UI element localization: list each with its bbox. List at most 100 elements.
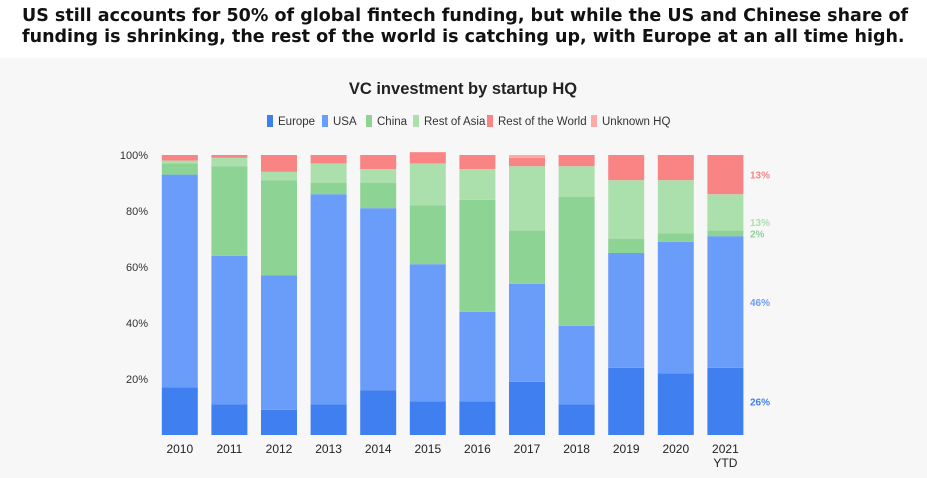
y-tick-label: 100% [120,150,148,162]
bar-segment-europe [608,367,645,435]
legend-label-china: China [377,116,408,128]
legend-label-usa: USA [333,116,357,128]
bar-segment-europe [657,373,694,435]
bar-segment-rest-of-asia [459,169,496,200]
bar-segment-europe [310,404,347,435]
bar-segment-usa [211,255,248,405]
bar-segment-europe [211,404,248,435]
bar-segment-china [211,166,248,256]
bar-segment-rest-of-asia [558,166,595,197]
bar-segment-europe [409,401,446,435]
bar-segment-usa [509,283,545,382]
bar-segment-usa [707,236,744,368]
bar-segment-rest-of-asia [409,163,446,206]
legend-swatch-europe [267,115,273,127]
x-tick-label: 2011 [216,442,242,456]
bar-segment-europe [558,404,595,435]
headline: US still accounts for 50% of global fint… [22,6,909,47]
y-axis: 20% 40% 60% 80% 100% [120,150,148,386]
x-tick-label: 2018 [563,442,590,456]
bar-segment-europe [161,387,198,435]
y-tick-label: 40% [126,318,148,330]
x-tick-label: 2010 [166,442,193,456]
chart-title: VC investment by startup HQ [349,80,577,98]
bar-segment-china [657,233,694,242]
x-tick-label: 2017 [514,442,541,456]
x-tick-label: 2016 [464,442,491,456]
bar-segment-usa [459,311,496,402]
bar-segment-rest-of-the-world [261,155,297,172]
annotation-rest-of-asia: 13% [750,218,770,229]
y-tick-label: 60% [126,262,148,274]
annotation-europe: 26% [750,397,770,408]
bar-segment-rest-of-asia [211,157,248,167]
chart-panel: VC investment by startup HQ Europe USA Chi… [0,58,927,478]
legend-label-unknown-hq: Unknown HQ [602,116,670,128]
bar-segment-rest-of-the-world [161,155,198,161]
bar-segment-rest-of-the-world [310,155,347,164]
legend-swatch-rest-of-asia [413,115,419,127]
bar-segment-usa [360,208,397,391]
x-tick-label: 2020 [662,442,689,456]
bar-segment-rest-of-the-world [509,157,545,167]
bar-segment-europe [707,367,744,435]
bar-segment-china [261,180,297,276]
annotation-usa: 46% [750,298,770,309]
x-tick-label: 2014 [365,442,392,456]
bar-segment-rest-of-asia [608,180,645,239]
bar-segment-china [608,239,645,253]
legend-swatch-unknown-hq [591,115,597,127]
bar-segment-rest-of-the-world [558,155,595,167]
bar-segment-china [310,183,347,195]
bar-segment-usa [657,241,694,374]
legend-swatch-rest-of-the-world [487,115,493,127]
bar-segment-china [558,197,595,326]
bar-segment-rest-of-the-world [459,155,496,169]
annotation-rest-of-the-world: 13% [750,171,770,182]
bar-segment-usa [261,275,297,410]
bar-segment-europe [459,401,496,435]
bar-segment-china [707,230,744,237]
y-tick-label: 80% [126,206,148,218]
bar-segment-usa [310,194,347,405]
bar-segment-rest-of-asia [261,171,297,181]
bar-segment-rest-of-asia [509,166,545,231]
x-axis: 2010 2011 2012 2013 2014 2015 2016 2017 2018 2019… [166,442,739,470]
x-tick-label: 2019 [613,442,640,456]
bar-segment-rest-of-asia [657,180,694,234]
bar-segment-china [409,205,446,265]
bar-segment-usa [161,174,198,388]
stacked-bar-chart: VC investment by startup HQ Europe USA Chi… [120,80,770,470]
bars [161,152,744,435]
x-tick-label: 2012 [266,442,293,456]
annotation-china: 2% [750,229,765,240]
legend-label-rest-of-the-world: Rest of the World [498,116,587,128]
bar-segment-rest-of-asia [161,160,198,164]
legend-swatch-usa [322,115,328,127]
legend-swatch-china [366,115,372,127]
bar-segment-europe [360,390,397,435]
bar-segment-china [360,183,397,209]
bar-segment-rest-of-the-world [608,155,645,181]
x-tick-label: 2015 [414,442,441,456]
bar-segment-usa [409,264,446,402]
bar-segment-rest-of-asia [310,163,347,183]
bar-segment-rest-of-asia [360,169,397,183]
bar-segment-rest-of-the-world [360,155,397,169]
bar-segment-usa [608,253,645,368]
bar-segment-china [459,199,496,312]
annotations: 13%13%2%46%26% [750,171,770,409]
bar-segment-usa [558,325,595,405]
bar-segment-rest-of-the-world [657,155,694,181]
bar-segment-rest-of-the-world [707,155,744,195]
bar-segment-europe [509,381,545,435]
bar-segment-china [509,230,545,284]
bar-segment-europe [261,409,297,435]
bar-segment-china [161,163,198,175]
legend-label-europe: Europe [278,116,315,128]
bar-segment-rest-of-asia [707,194,744,231]
bar-segment-rest-of-the-world [409,152,446,164]
legend-label-rest-of-asia: Rest of Asia [424,116,486,128]
x-tick-label: 2021 YTD [712,442,739,470]
x-tick-label: 2013 [315,442,342,456]
